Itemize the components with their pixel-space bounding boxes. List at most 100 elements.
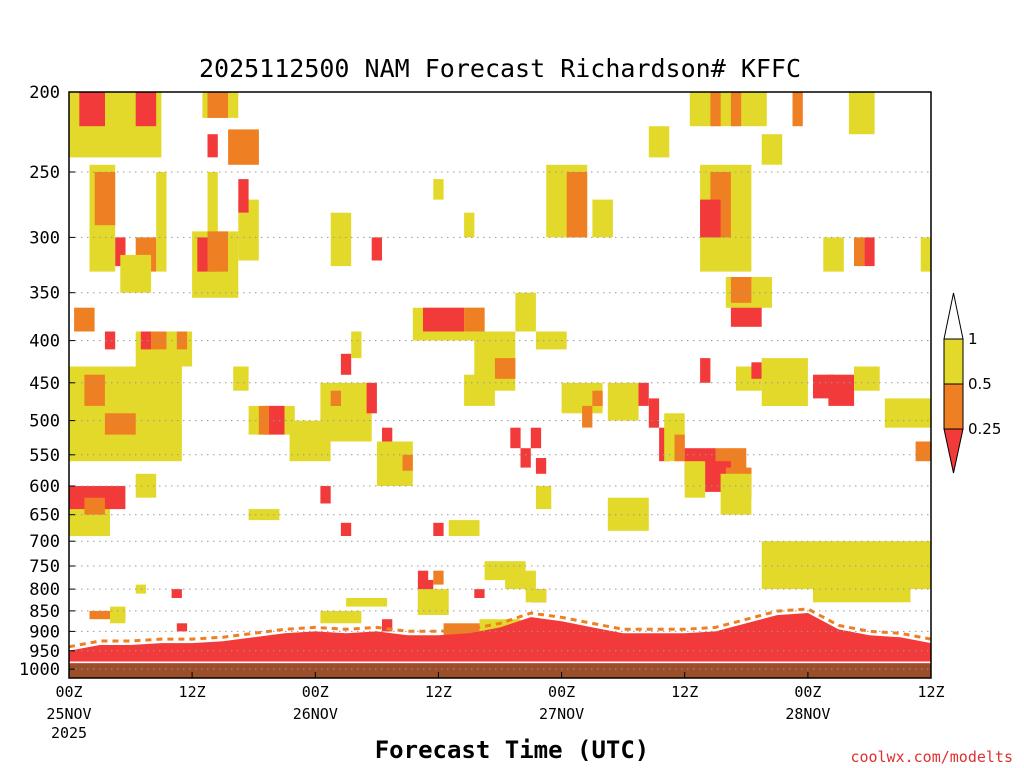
heatmap-cell-low <box>238 179 249 213</box>
y-tick-label: 500 <box>29 412 60 432</box>
x-tick-time: 12Z <box>425 683 452 701</box>
legend-bin-above-1 <box>943 292 964 340</box>
heatmap-cell-mid <box>792 92 803 127</box>
heatmap-cell-high <box>823 237 844 272</box>
legend-level-label: 0.25 <box>968 420 1001 438</box>
heatmap-cell-high <box>920 237 931 272</box>
y-tick-label: 900 <box>29 622 60 642</box>
y-axis: 200 250 300 350 400 450 500 550 600 650 700 750 8008… <box>19 83 75 680</box>
y-tick-label: 400 <box>29 332 60 352</box>
credit-link[interactable]: coolwx.com/modelts <box>850 748 1013 766</box>
x-tick-time: 00Z <box>302 683 329 701</box>
heatmap-cell-mid <box>443 623 480 636</box>
heatmap-cell-high <box>535 331 567 350</box>
legend-level-label: 0.5 <box>968 375 992 393</box>
heatmap-cell-low <box>104 331 116 350</box>
heatmap-cell-high <box>330 212 352 267</box>
legend-level-label: 1 <box>968 330 978 348</box>
heatmap-cell-low <box>474 589 485 598</box>
boundary-layer-low-ri <box>69 613 931 664</box>
y-tick-label: 650 <box>29 506 60 526</box>
heatmap-cell-mid <box>433 570 444 585</box>
y-tick-label: 700 <box>29 532 60 552</box>
x-tick-time: 12Z <box>917 683 944 701</box>
heatmap-cell-mid <box>402 454 413 471</box>
y-tick-label: 800 <box>29 580 60 600</box>
heatmap-cell-mid <box>710 92 721 127</box>
heatmap-cell-low <box>423 307 464 332</box>
x-tick-date: 28NOV <box>785 705 830 723</box>
heatmap-cell-low <box>207 134 218 158</box>
x-tick-date: 26NOV <box>293 705 338 723</box>
heatmap-cell-low <box>69 486 126 510</box>
y-tick-label: 950 <box>29 642 60 662</box>
heatmap-cell-low <box>171 589 182 598</box>
x-axis-label: Forecast Time (UTC) <box>375 736 650 764</box>
heatmap-cell-low <box>79 92 105 127</box>
heatmap-cell-low <box>176 623 188 632</box>
heatmap-cell-low <box>638 382 649 406</box>
heatmap-cell-high <box>813 580 911 603</box>
heatmap-cell-low <box>648 398 660 428</box>
heatmap-cell-high <box>720 473 752 515</box>
ground-surface <box>69 663 931 678</box>
heatmap-cell-mid <box>74 307 95 332</box>
heatmap-cell-high <box>248 509 280 521</box>
chart-title: 2025112500 NAM Forecast Richardson# KFFC <box>199 54 801 83</box>
heatmap-cell-high <box>648 126 670 158</box>
x-tick-year: 2025 <box>51 724 87 742</box>
heatmap-cell-mid <box>104 413 136 435</box>
heatmap-cell-low <box>135 92 157 127</box>
heatmap-cell-low <box>813 374 834 399</box>
heatmap-cell-high <box>135 584 146 594</box>
heatmap-cell-low <box>510 427 521 449</box>
heatmap-cell-mid <box>730 92 742 127</box>
heatmap-cell-mid <box>592 390 603 406</box>
heatmap-cell-high <box>464 374 495 406</box>
heatmap-cell-low <box>828 374 855 406</box>
heatmap-cell-low <box>115 237 126 267</box>
heatmap-cell-low <box>340 522 352 536</box>
heatmap-cell-high <box>417 589 449 615</box>
x-tick-time: 00Z <box>794 683 821 701</box>
x-tick-date: 27NOV <box>539 705 584 723</box>
legend-bin-below-0.25 <box>943 428 964 474</box>
y-tick-label: 300 <box>29 228 60 248</box>
heatmap-cell-mid <box>207 231 228 272</box>
boundary-layer-fringe <box>68 607 932 649</box>
heatmap-cell-low <box>371 237 382 261</box>
heatmap-cell-mid <box>151 331 167 350</box>
heatmap-cell-low <box>340 353 352 375</box>
heatmap-cell-low <box>433 522 444 536</box>
heatmap-cell-high <box>110 606 126 624</box>
heatmap-cell-mid <box>854 237 865 267</box>
heatmap-cell-high <box>433 179 444 200</box>
heatmap-cell-mid <box>94 172 116 226</box>
heatmap-cell-mid <box>84 497 105 515</box>
heatmap-cell-high <box>535 486 552 510</box>
heatmap-cell-high <box>346 598 388 607</box>
heatmap-cell-high <box>761 134 783 165</box>
heatmap-cell-high <box>464 212 475 238</box>
heatmap-cell-low <box>320 486 331 504</box>
heatmap-cell-high <box>854 366 880 391</box>
heatmap-cell-low <box>520 448 531 468</box>
heatmap-cell-high <box>525 589 547 603</box>
heatmap-cell-high <box>761 358 808 406</box>
y-tick-label: 350 <box>29 284 60 304</box>
y-tick-label: 200 <box>29 83 60 103</box>
legend-bin-0.5-1 <box>943 338 964 385</box>
heatmap-cell-low <box>535 458 547 474</box>
heatmap-cell-high <box>135 473 157 498</box>
heatmap-cell-low <box>417 570 429 585</box>
heatmap-cell-low <box>140 331 152 350</box>
x-tick-time: 12Z <box>671 683 698 701</box>
heatmap-cell-high <box>156 172 167 272</box>
plot-frame <box>68 91 932 679</box>
y-tick-label: 450 <box>29 374 60 394</box>
heatmap-cell-mid <box>674 434 685 462</box>
y-tick-label: 550 <box>29 446 60 466</box>
heatmap-cell-high <box>320 382 372 442</box>
heatmap-cell-low <box>700 358 711 383</box>
